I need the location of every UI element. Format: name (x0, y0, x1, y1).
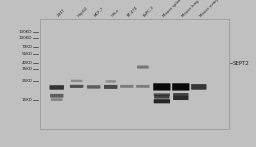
FancyBboxPatch shape (173, 96, 188, 100)
Text: Mouse lung: Mouse lung (181, 0, 200, 18)
FancyBboxPatch shape (49, 85, 64, 90)
FancyBboxPatch shape (154, 99, 170, 103)
Text: 35KD: 35KD (22, 67, 33, 71)
Text: Mouse spleen: Mouse spleen (162, 0, 184, 18)
Text: 25KD: 25KD (22, 79, 33, 83)
FancyBboxPatch shape (136, 85, 150, 88)
Text: 293T: 293T (57, 8, 67, 18)
Text: 130KD: 130KD (19, 30, 33, 34)
FancyBboxPatch shape (105, 80, 116, 83)
Text: BxPC-3: BxPC-3 (143, 5, 156, 18)
FancyBboxPatch shape (173, 93, 188, 96)
Text: Mouse ovary: Mouse ovary (199, 0, 219, 18)
FancyBboxPatch shape (104, 85, 118, 89)
FancyBboxPatch shape (154, 95, 169, 98)
FancyBboxPatch shape (71, 80, 82, 82)
FancyBboxPatch shape (191, 84, 207, 90)
Text: 70KD: 70KD (22, 45, 33, 49)
Text: 55KD: 55KD (22, 52, 33, 56)
FancyBboxPatch shape (87, 85, 100, 89)
FancyBboxPatch shape (51, 98, 62, 101)
Text: SEPT2: SEPT2 (233, 61, 250, 66)
FancyBboxPatch shape (50, 94, 63, 98)
Text: 15KD: 15KD (22, 98, 33, 102)
FancyBboxPatch shape (154, 93, 170, 96)
FancyBboxPatch shape (153, 83, 170, 91)
FancyBboxPatch shape (120, 85, 134, 88)
Text: HepG2: HepG2 (77, 5, 89, 18)
Text: 40KD: 40KD (22, 61, 33, 65)
Text: MCF-7: MCF-7 (94, 6, 105, 18)
FancyBboxPatch shape (172, 83, 189, 91)
Text: HeLa: HeLa (111, 8, 120, 18)
Text: 100KD: 100KD (19, 36, 33, 40)
Text: BT-474: BT-474 (127, 5, 139, 18)
FancyBboxPatch shape (70, 85, 83, 88)
FancyBboxPatch shape (137, 66, 149, 69)
